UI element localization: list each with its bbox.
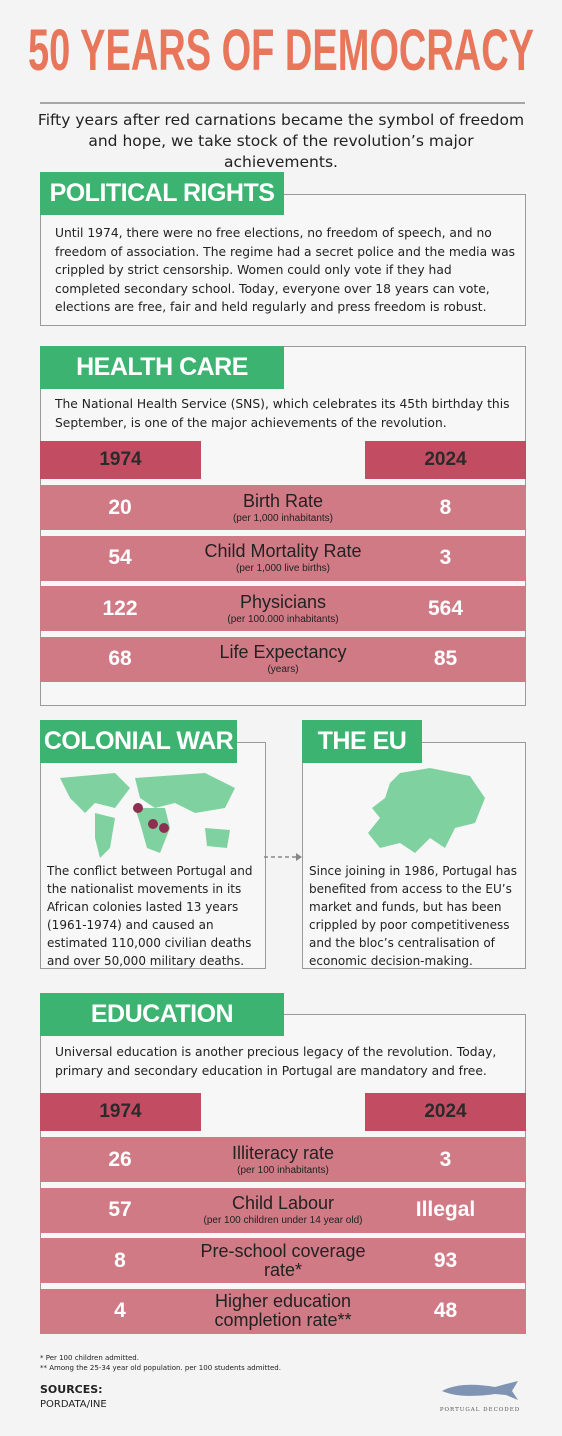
row-label-group: Illiteracy rate (per 100 inhabitants): [178, 1137, 388, 1182]
after-value: 48: [433, 1299, 458, 1322]
column-header: 2024: [365, 441, 526, 479]
political-rights-box: [40, 194, 526, 326]
section-intro: The National Health Service (SNS), which…: [55, 397, 510, 430]
row-label: Physicians: [239, 591, 327, 612]
before-value: 4: [114, 1299, 126, 1322]
europe-map: [368, 768, 485, 853]
section-title: HEALTH CARE: [40, 346, 284, 389]
row-label-group: Physicians (per 100.000 inhabitants): [178, 586, 388, 631]
after-value: 564: [427, 596, 464, 620]
before-value: 122: [102, 596, 138, 620]
before-value: 57: [108, 1198, 132, 1221]
row-label: Child Labour: [231, 1193, 335, 1213]
sources-text: PORDATA/INE: [40, 1399, 107, 1410]
education-table: 1974 2024 26 3 Illiteracy rate (per 100 inhab…: [0, 1093, 562, 1334]
section-title: POLITICAL RIGHTS: [40, 172, 284, 215]
footnote: ** Among the 25-34 year old population. …: [40, 1364, 281, 1372]
table-row: 4 48 Higher education completion rate**: [40, 1288, 526, 1334]
sources-title: SOURCES:: [40, 1383, 103, 1396]
row-note: (per 1,000 inhabitants): [232, 512, 334, 524]
row-note: (per 100 inhabitants): [237, 1164, 329, 1176]
section-text: Until 1974, there were no free elections…: [55, 226, 516, 314]
table-row: 122 564 Physicians (per 100.000 inhabitants…: [40, 586, 526, 631]
row-label-group: Higher education completion rate**: [178, 1289, 388, 1334]
section-text: Since joining in 1986, Portugal has bene…: [309, 864, 517, 968]
table-row: 68 85 Life Expectancy (years): [40, 636, 526, 682]
table-row: 57 Illegal Child Labour (per 100 children u…: [40, 1187, 526, 1233]
row-label: Illiteracy rate: [231, 1142, 335, 1163]
before-value: 54: [108, 546, 132, 569]
subtitle: Fifty years after red carnations became …: [37, 111, 525, 171]
row-label: Pre-school coverage rate*: [200, 1240, 366, 1280]
after-value: 85: [433, 647, 458, 670]
title-area: 50 YEARS OF DEMOCRACY: [28, 18, 534, 104]
footnote: * Per 100 children admitted.: [40, 1354, 139, 1362]
after-value: Illegal: [415, 1198, 476, 1221]
before-value: 8: [114, 1248, 126, 1272]
row-label-group: Child Mortality Rate (per 1,000 live birt…: [178, 536, 388, 581]
title: 50 YEARS OF DEMOCRACY: [28, 18, 534, 83]
health-table: 1974 2024 20 8 Birth Rate (per 1,000 inhabita…: [0, 441, 562, 686]
row-label-group: Pre-school coverage rate*: [178, 1238, 388, 1283]
row-label: Life Expectancy: [219, 642, 347, 662]
row-note: (per 100.000 inhabitants): [227, 613, 339, 625]
row-label-group: Life Expectancy (years): [178, 637, 388, 682]
row-note: (per 1,000 live births): [236, 563, 330, 574]
row-label-group: Birth Rate (per 1,000 inhabitants): [178, 485, 388, 530]
arrow: [264, 853, 302, 861]
section-intro: Universal education is another precious …: [55, 1045, 497, 1078]
column-header: 1974: [40, 441, 201, 479]
row-label: Higher education completion rate**: [214, 1291, 352, 1330]
logo-fish: [442, 1381, 518, 1400]
table-row: 20 8 Birth Rate (per 1,000 inhabitants): [40, 485, 526, 530]
row-note: (per 100 children under 14 year old): [203, 1215, 363, 1226]
row-note: (years): [267, 664, 299, 675]
section-title: THE EU: [302, 720, 422, 763]
logo-text: PORTUGAL DECODED: [439, 1407, 521, 1413]
after-value: 8: [439, 495, 452, 519]
column-header: 2024: [365, 1093, 526, 1131]
world-map: [60, 773, 235, 858]
column-header: 1974: [40, 1093, 201, 1131]
table-row: 8 93 Pre-school coverage rate*: [40, 1238, 526, 1283]
before-value: 20: [108, 495, 132, 519]
row-label: Child Mortality Rate: [204, 541, 362, 561]
section-title: COLONIAL WAR: [40, 720, 237, 763]
section-text: The conflict between Portugal and the na…: [47, 864, 253, 968]
after-value: 93: [433, 1248, 458, 1272]
section-title: EDUCATION: [40, 993, 284, 1036]
after-value: 3: [439, 1147, 452, 1171]
table-row: 54 3 Child Mortality Rate (per 1,000 live b…: [40, 535, 526, 581]
before-value: 26: [108, 1147, 132, 1171]
after-value: 3: [439, 546, 452, 569]
table-row: 26 3 Illiteracy rate (per 100 inhabitants): [40, 1137, 526, 1182]
before-value: 68: [108, 647, 132, 670]
row-label: Birth Rate: [242, 490, 324, 511]
row-label-group: Child Labour (per 100 children under 14 y…: [178, 1188, 388, 1233]
